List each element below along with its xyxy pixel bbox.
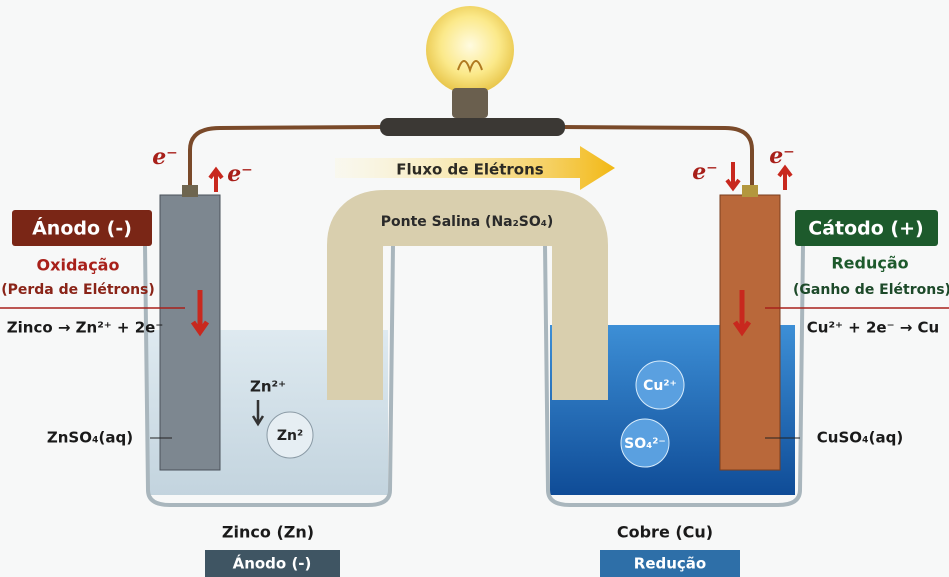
ion-bubble-label: Zn² [277, 428, 303, 444]
ion-2: SO₄²⁻ [624, 436, 666, 452]
diagram: Fluxo de Elétrons Ponte Salina (Na₂SO₄) … [0, 0, 949, 577]
bulb-connector [380, 118, 565, 136]
flow-label: Fluxo de Elétrons [396, 161, 544, 179]
electron-label: e⁻ [152, 144, 178, 170]
electron-arrow [779, 168, 791, 190]
cathode-metal: Cobre (Cu) [617, 523, 713, 542]
bulb-base [452, 88, 488, 118]
anode-detail: (Perda de Elétrons) [1, 282, 155, 298]
anode-reaction: Zinco → Zn²⁺ + 2e⁻ [7, 319, 164, 337]
electron-label: e⁻ [227, 161, 253, 187]
cathode-process: Redução [831, 254, 908, 273]
electron-arrow [727, 162, 739, 188]
zinc-electrode [160, 195, 220, 470]
anode-bottom-tag: Ánodo (-) [233, 554, 312, 573]
ion-label: Zn²⁺ [250, 378, 286, 396]
salt-bridge-label: Ponte Salina (Na₂SO₄) [381, 214, 554, 230]
cathode-reaction: Cu²⁺ + 2e⁻ → Cu [807, 319, 939, 337]
page: {"flow_label": "Fluxo de Elétrons", "sal… [0, 0, 949, 577]
cathode-bottom-tag: Redução [634, 555, 706, 573]
terminal [742, 185, 758, 197]
electron-label: e⁻ [769, 143, 795, 169]
electron-label: e⁻ [692, 159, 718, 185]
copper-electrode [720, 195, 780, 470]
terminal [182, 185, 198, 197]
anode-solution: ZnSO₄(aq) [47, 429, 133, 447]
electron-arrow [210, 170, 222, 192]
anode-process: Oxidação [37, 256, 120, 275]
cathode-title: Cátodo (+) [808, 218, 923, 240]
bulb [426, 6, 514, 94]
ion-1: Cu²⁺ [643, 378, 677, 394]
anode-metal: Zinco (Zn) [222, 523, 314, 542]
cathode-detail: (Ganho de Elétrons) [793, 282, 949, 298]
anode-title: Ánodo (-) [32, 217, 132, 240]
cathode-solution: CuSO₄(aq) [817, 429, 903, 447]
